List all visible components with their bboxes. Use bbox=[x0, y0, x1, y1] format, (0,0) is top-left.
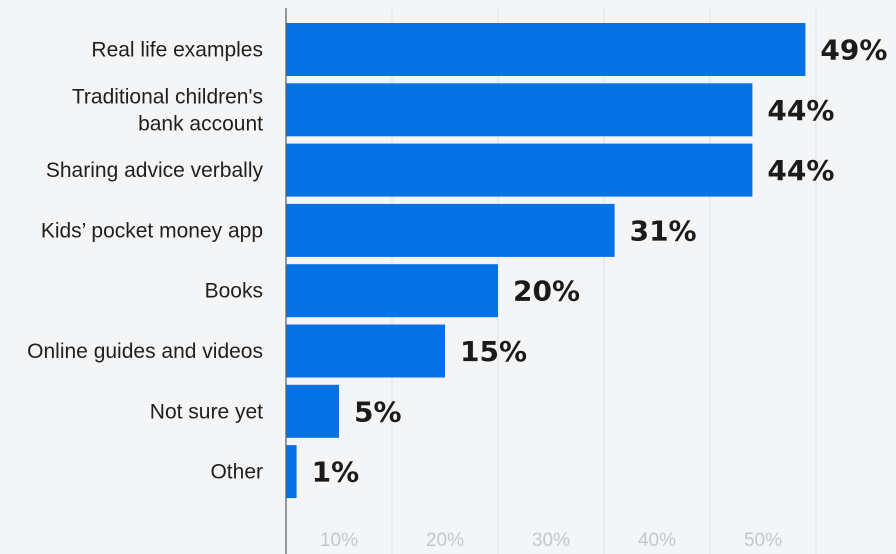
category-label-line: Online guides and videos bbox=[27, 340, 263, 363]
category-label-line: Traditional children's bbox=[72, 85, 263, 108]
bar bbox=[286, 445, 297, 499]
category-label-line: Kids’ pocket money app bbox=[41, 219, 263, 242]
category-label: Books bbox=[205, 280, 263, 303]
x-tick-label: 20% bbox=[426, 530, 464, 551]
category-label-line: Other bbox=[210, 461, 263, 484]
value-label: 1% bbox=[312, 456, 360, 489]
category-label: Sharing advice verbally bbox=[46, 159, 264, 182]
category-label: Real life examples bbox=[91, 39, 263, 62]
value-labels: 49% 44% 44% 31% 20% 15% 5% 1% bbox=[312, 34, 888, 489]
bar bbox=[286, 203, 615, 257]
bar bbox=[286, 384, 339, 438]
x-tick-label: 50% bbox=[744, 530, 782, 551]
category-label-line: bank account bbox=[138, 112, 263, 135]
value-label: 5% bbox=[354, 395, 402, 428]
x-tick-label: 30% bbox=[532, 530, 570, 551]
category-label-line: Books bbox=[205, 280, 263, 303]
x-tick-label: 40% bbox=[638, 530, 676, 551]
value-label: 49% bbox=[820, 34, 887, 67]
bar bbox=[286, 264, 498, 318]
category-label-line: Not sure yet bbox=[150, 400, 263, 423]
value-label: 44% bbox=[767, 154, 834, 187]
bars bbox=[286, 23, 806, 499]
bar bbox=[286, 324, 445, 378]
category-label: Kids’ pocket money app bbox=[41, 219, 263, 242]
value-label: 31% bbox=[630, 214, 697, 247]
bar bbox=[286, 143, 753, 197]
value-label: 44% bbox=[767, 94, 834, 127]
category-label-line: Sharing advice verbally bbox=[46, 159, 264, 182]
category-labels: Real life examples Traditional children's… bbox=[27, 39, 263, 484]
category-label: Not sure yet bbox=[150, 400, 263, 423]
x-tick-label: 10% bbox=[320, 530, 358, 551]
bar bbox=[286, 23, 806, 76]
bar bbox=[286, 83, 753, 137]
value-label: 15% bbox=[460, 335, 527, 368]
category-label: Online guides and videos bbox=[27, 340, 263, 363]
category-label: Traditional children's bank account bbox=[72, 85, 263, 135]
category-label-line: Real life examples bbox=[91, 39, 263, 62]
value-label: 20% bbox=[513, 275, 580, 308]
x-tick-labels: 10% 20% 30% 40% 50% bbox=[320, 530, 782, 551]
category-label: Other bbox=[210, 461, 263, 484]
